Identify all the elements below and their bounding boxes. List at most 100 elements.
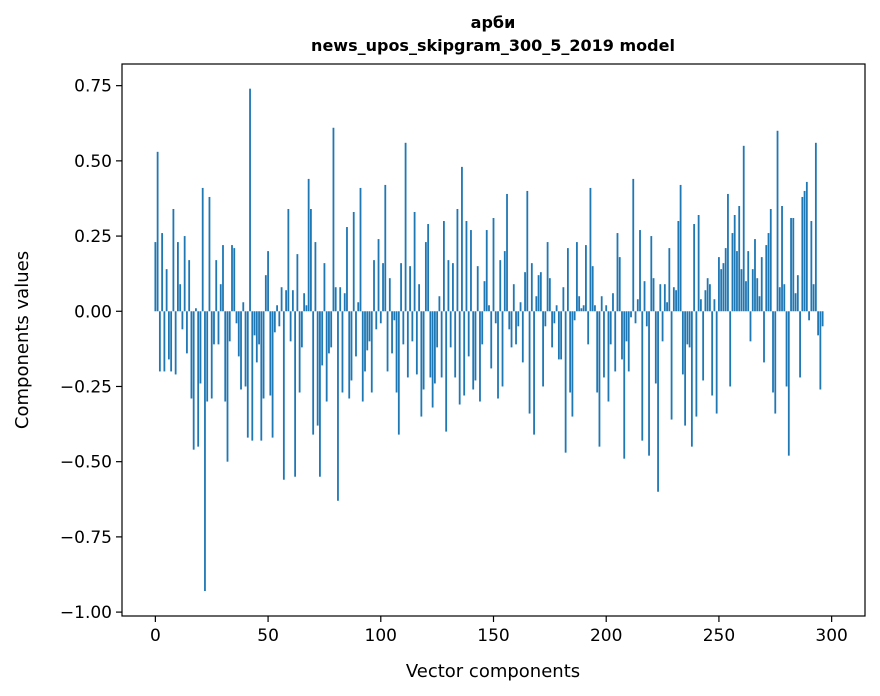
bar — [440, 311, 443, 378]
bar — [585, 245, 587, 312]
bar — [195, 308, 197, 312]
bar — [630, 311, 632, 318]
bar — [580, 308, 583, 312]
bar — [650, 236, 653, 312]
bar — [337, 311, 339, 501]
bar — [361, 311, 364, 402]
bar — [819, 311, 822, 390]
y-tick-label: 0.75 — [74, 77, 112, 97]
bar — [526, 190, 529, 312]
y-tick-label: −0.50 — [60, 453, 112, 473]
bar — [817, 311, 820, 336]
bar — [409, 266, 411, 312]
bar — [278, 311, 281, 327]
bar — [377, 239, 380, 312]
bar — [616, 233, 619, 312]
bar — [271, 311, 274, 438]
bar — [366, 311, 369, 351]
bar — [258, 311, 260, 345]
bar — [235, 311, 238, 324]
bar — [242, 302, 245, 312]
bar — [533, 311, 535, 435]
bar — [190, 311, 193, 399]
bar — [307, 178, 310, 312]
bar — [305, 305, 308, 312]
bar — [754, 239, 756, 312]
bar — [711, 311, 714, 396]
bar — [668, 248, 671, 312]
bar — [589, 187, 592, 312]
bar — [537, 275, 540, 312]
bar — [255, 311, 258, 363]
bar — [612, 293, 614, 312]
bar — [814, 142, 817, 312]
bar — [677, 221, 680, 312]
bar — [535, 296, 538, 312]
bar — [503, 251, 506, 312]
bar — [443, 221, 445, 312]
bar — [679, 184, 682, 312]
y-tick-label: −1.00 — [60, 603, 112, 623]
bar — [463, 311, 466, 396]
bar — [219, 284, 222, 312]
bar — [801, 196, 804, 312]
bar — [492, 218, 495, 312]
bar — [515, 311, 517, 345]
bar — [449, 311, 452, 348]
bar — [382, 263, 384, 312]
bar — [206, 311, 209, 402]
x-tick-label: 300 — [815, 626, 847, 646]
y-tick-label: −0.75 — [60, 528, 112, 548]
bar — [760, 257, 763, 312]
bar — [260, 311, 263, 441]
bar — [661, 311, 664, 342]
bar — [695, 311, 698, 417]
bar — [598, 311, 601, 447]
bar — [731, 233, 734, 312]
bar — [553, 311, 556, 324]
bar — [690, 311, 693, 447]
bar — [720, 269, 723, 312]
bar — [688, 311, 691, 348]
bar — [562, 287, 565, 312]
bar — [352, 212, 355, 312]
bar — [285, 290, 288, 312]
bar — [555, 305, 558, 312]
bar — [702, 311, 705, 381]
bar — [571, 311, 574, 417]
bar — [564, 311, 567, 453]
bar — [603, 311, 605, 378]
bar — [512, 284, 515, 312]
bar — [319, 311, 321, 477]
bar — [528, 311, 531, 414]
bar — [794, 293, 797, 312]
bar — [539, 272, 542, 312]
x-tick-label: 150 — [477, 626, 509, 646]
bar — [722, 263, 725, 312]
bar — [724, 248, 727, 312]
bar — [718, 257, 720, 312]
bar — [472, 311, 475, 390]
x-tick-label: 200 — [590, 626, 622, 646]
bar — [294, 311, 297, 477]
bar — [197, 311, 200, 447]
bar — [334, 287, 337, 312]
bar — [783, 284, 786, 312]
bar — [431, 311, 434, 408]
bar — [767, 233, 770, 312]
bar — [400, 263, 402, 312]
bar — [461, 166, 463, 312]
bar — [154, 242, 157, 312]
bar — [465, 221, 468, 312]
bar — [706, 278, 709, 312]
bar — [213, 311, 215, 345]
bar — [474, 311, 477, 381]
bar — [384, 184, 387, 312]
bar — [521, 311, 524, 363]
bar — [483, 281, 486, 312]
bar — [654, 311, 657, 384]
bar — [222, 245, 224, 312]
bar — [454, 311, 457, 378]
bar — [485, 230, 488, 312]
